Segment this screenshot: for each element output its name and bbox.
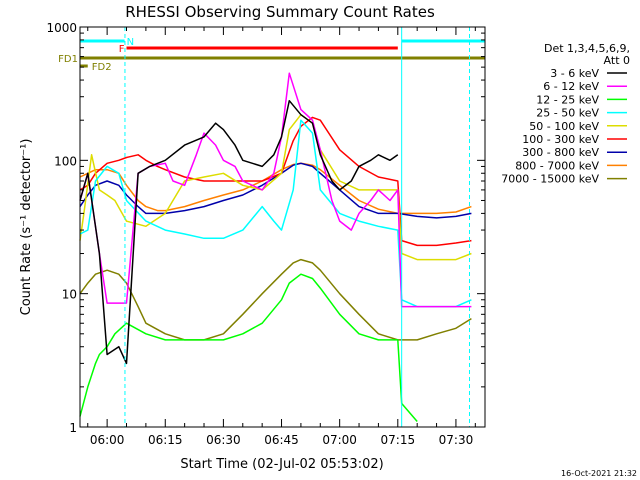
legend-label-1: 6 - 12 keV	[543, 80, 599, 93]
x-tick-label-1: 06:15	[148, 433, 183, 447]
flag-label-n: N	[127, 37, 134, 48]
legend-label-7: 800 - 7000 keV	[515, 159, 599, 172]
series-line-8	[79, 258, 472, 341]
x-axis-label: Start Time (02-Jul-02 05:53:02)	[180, 457, 383, 472]
flag-layer: NF FD1 FD2	[58, 27, 485, 427]
series-layer	[79, 72, 472, 422]
legend-label-3: 25 - 50 keV	[536, 107, 599, 120]
series-line-4	[79, 113, 472, 261]
legend-label-2: 12 - 25 keV	[536, 93, 599, 106]
flag-label-fd2: FD2	[92, 62, 112, 73]
x-tick-label-6: 07:30	[439, 433, 474, 447]
legend-label-8: 7000 - 15000 keV	[501, 173, 599, 186]
footer-timestamp: 16-Oct-2021 21:32	[561, 469, 637, 478]
flag-label-f: F	[119, 44, 125, 55]
chart-title: RHESSI Observing Summary Count Rates	[125, 3, 435, 21]
series-line-6	[79, 162, 472, 219]
y-tick-label-1: 10	[62, 288, 77, 302]
x-tick-label-2: 06:30	[206, 433, 241, 447]
x-tick-label-5: 07:15	[381, 433, 416, 447]
y-tick-label-0: 1	[69, 421, 77, 435]
flag-label-fd1: FD1	[58, 54, 78, 65]
x-tick-label-4: 07:00	[322, 433, 357, 447]
y-tick-label-2: 100	[54, 154, 77, 168]
axis-ticks: 1 10 100 1000 06:00 06:15 06:30 06:45 07:00 07:15…	[46, 21, 485, 447]
legend-label-6: 300 - 800 keV	[522, 146, 599, 159]
legend-label-0: 3 - 6 keV	[550, 67, 599, 80]
series-line-0	[79, 99, 399, 365]
x-tick-label-0: 06:00	[90, 433, 125, 447]
legend-label-5: 100 - 300 keV	[522, 133, 599, 146]
legend-header-line-2: Att 0	[604, 54, 630, 67]
y-tick-label-3: 1000	[46, 21, 77, 35]
legend-header-line-1: Det 1,3,4,5,6,9,	[544, 42, 630, 55]
y-axis-label: Count Rate (s⁻¹ detector⁻¹)	[19, 139, 34, 316]
x-tick-label-3: 06:45	[264, 433, 299, 447]
plot-frame	[79, 26, 486, 428]
legend-label-4: 50 - 100 keV	[529, 120, 599, 133]
